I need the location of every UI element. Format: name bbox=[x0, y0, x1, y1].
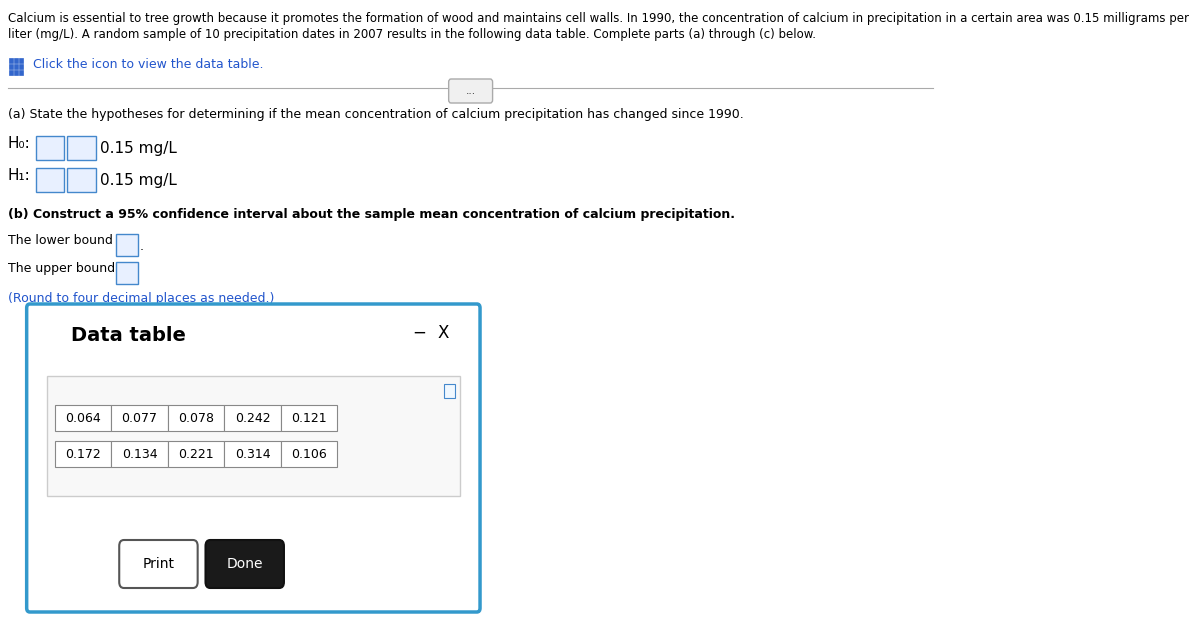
FancyBboxPatch shape bbox=[168, 405, 224, 431]
FancyBboxPatch shape bbox=[444, 384, 455, 398]
Text: 0.15 mg/L: 0.15 mg/L bbox=[101, 140, 178, 155]
FancyBboxPatch shape bbox=[26, 304, 480, 612]
Text: (Round to four decimal places as needed.): (Round to four decimal places as needed.… bbox=[8, 292, 275, 305]
Text: .: . bbox=[139, 240, 144, 253]
Text: 0.121: 0.121 bbox=[292, 411, 326, 424]
Text: X: X bbox=[438, 324, 449, 342]
Text: The upper bound is: The upper bound is bbox=[8, 262, 128, 275]
Text: Calcium is essential to tree growth because it promotes the formation of wood an: Calcium is essential to tree growth beca… bbox=[8, 12, 1189, 25]
FancyBboxPatch shape bbox=[19, 58, 23, 63]
FancyBboxPatch shape bbox=[205, 540, 284, 588]
FancyBboxPatch shape bbox=[67, 136, 96, 160]
Text: ...: ... bbox=[466, 86, 475, 96]
FancyBboxPatch shape bbox=[116, 234, 138, 256]
Text: Data table: Data table bbox=[71, 326, 186, 345]
Text: 0.242: 0.242 bbox=[235, 411, 270, 424]
Text: Click the icon to view the data table.: Click the icon to view the data table. bbox=[32, 58, 264, 71]
Text: 0.172: 0.172 bbox=[65, 447, 101, 461]
Text: Print: Print bbox=[143, 557, 174, 571]
FancyBboxPatch shape bbox=[19, 70, 23, 75]
Text: 0.064: 0.064 bbox=[65, 411, 101, 424]
Text: =: = bbox=[76, 140, 88, 155]
FancyBboxPatch shape bbox=[55, 405, 112, 431]
FancyBboxPatch shape bbox=[168, 441, 224, 467]
FancyBboxPatch shape bbox=[10, 70, 13, 75]
Text: 0.106: 0.106 bbox=[292, 447, 326, 461]
FancyBboxPatch shape bbox=[224, 405, 281, 431]
Text: 0.134: 0.134 bbox=[122, 447, 157, 461]
FancyBboxPatch shape bbox=[119, 540, 198, 588]
FancyBboxPatch shape bbox=[47, 376, 460, 496]
FancyBboxPatch shape bbox=[281, 441, 337, 467]
FancyBboxPatch shape bbox=[10, 64, 13, 69]
Text: Done: Done bbox=[227, 557, 263, 571]
Text: 0.221: 0.221 bbox=[179, 447, 214, 461]
FancyBboxPatch shape bbox=[449, 79, 492, 103]
FancyBboxPatch shape bbox=[14, 58, 18, 63]
Text: ≠: ≠ bbox=[76, 172, 88, 187]
FancyBboxPatch shape bbox=[281, 405, 337, 431]
Text: liter (mg/L). A random sample of 10 precipitation dates in 2007 results in the f: liter (mg/L). A random sample of 10 prec… bbox=[8, 28, 816, 41]
Text: μ: μ bbox=[46, 172, 55, 187]
FancyBboxPatch shape bbox=[112, 405, 168, 431]
Text: 0.077: 0.077 bbox=[121, 411, 157, 424]
Text: The lower bound is: The lower bound is bbox=[8, 234, 127, 247]
FancyBboxPatch shape bbox=[67, 168, 96, 192]
FancyBboxPatch shape bbox=[14, 64, 18, 69]
Text: 0.314: 0.314 bbox=[235, 447, 270, 461]
Text: 0.15 mg/L: 0.15 mg/L bbox=[101, 172, 178, 187]
Text: (b) Construct a 95% confidence interval about the sample mean concentration of c: (b) Construct a 95% confidence interval … bbox=[8, 208, 734, 221]
FancyBboxPatch shape bbox=[112, 441, 168, 467]
Text: −: − bbox=[413, 324, 426, 342]
Text: μ: μ bbox=[46, 140, 55, 155]
FancyBboxPatch shape bbox=[10, 58, 13, 63]
FancyBboxPatch shape bbox=[36, 168, 65, 192]
FancyBboxPatch shape bbox=[14, 70, 18, 75]
FancyBboxPatch shape bbox=[36, 136, 65, 160]
Text: 0.078: 0.078 bbox=[178, 411, 214, 424]
Text: H₀:: H₀: bbox=[8, 136, 30, 151]
FancyBboxPatch shape bbox=[19, 64, 23, 69]
FancyBboxPatch shape bbox=[55, 441, 112, 467]
FancyBboxPatch shape bbox=[224, 441, 281, 467]
Text: H₁:: H₁: bbox=[8, 168, 30, 183]
FancyBboxPatch shape bbox=[116, 262, 138, 284]
Text: (a) State the hypotheses for determining if the mean concentration of calcium pr: (a) State the hypotheses for determining… bbox=[8, 108, 744, 121]
